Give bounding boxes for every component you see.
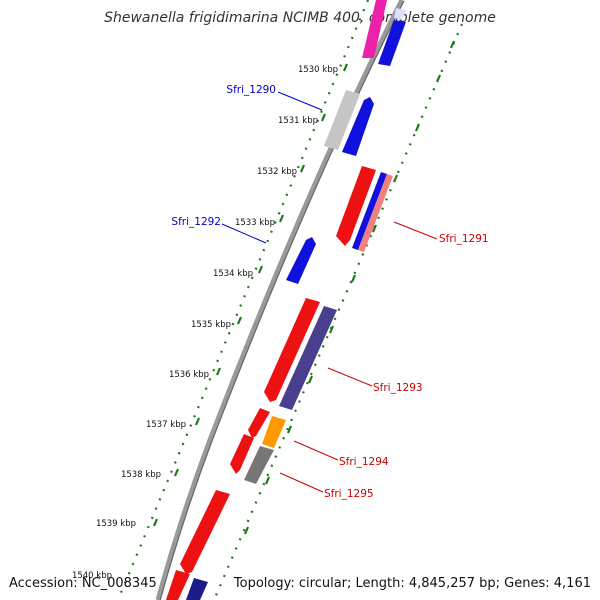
gene-label-sfri-1295[interactable]: Sfri_1295 [324,488,374,500]
tick-label: 1533 kbp [235,218,275,228]
inner-major-ticks [243,40,456,535]
gene-label-sfri-1292[interactable]: Sfri_1292 [171,216,221,228]
outer-ruler-line [116,0,370,600]
genome-backbone-highlight [159,0,405,600]
gene-features [166,0,406,600]
tick-label: 1534 kbp [213,269,253,279]
tick-label: 1537 kbp [146,420,186,430]
gene-arrow-red[interactable] [230,434,254,474]
genome-backbone [155,0,405,600]
gene-arrow-blue[interactable] [352,172,387,250]
gene-arrow-red[interactable] [264,298,320,402]
gene-label-sfri-1290[interactable]: Sfri_1290 [226,84,276,96]
gene-arrow-lightblue[interactable] [394,8,406,20]
gene-arrow-blue[interactable] [378,20,406,66]
gene-arrow-gray[interactable] [324,90,360,150]
gene-arrow-salmon[interactable] [358,174,393,252]
gene-arrow-blue[interactable] [286,237,316,284]
tick-label: 1539 kbp [96,519,136,529]
gene-arrow-darkgray[interactable] [244,446,274,484]
outer-major-ticks [152,63,349,527]
gene-arrow-navy[interactable] [279,306,337,410]
tick-label: 1536 kbp [169,370,209,380]
gene-label-sfri-1294[interactable]: Sfri_1294 [339,456,389,468]
gene-arrow-red[interactable] [180,490,230,574]
label-leaders [221,91,438,493]
tick-label: 1540 kbp [72,571,112,581]
map-title: Shewanella frigidimarina NCIMB 400, comp… [104,10,496,26]
gene-arrow-red[interactable] [336,166,376,246]
gene-label-sfri-1293[interactable]: Sfri_1293 [373,382,423,394]
accession-text: Accession: NC_008345 [9,576,157,591]
gene-label-sfri-1291[interactable]: Sfri_1291 [439,233,489,245]
gene-labels: Sfri_1290 Sfri_1292 Sfri_1291 Sfri_1293 … [171,84,488,500]
gene-arrow-red[interactable] [166,570,190,600]
topology-text: Topology: circular; Length: 4,845,257 bp… [233,576,591,591]
tick-label: 1535 kbp [191,320,231,330]
tick-label: 1532 kbp [257,167,297,177]
tick-label: 1538 kbp [121,470,161,480]
tick-label: 1530 kbp [298,65,338,75]
gene-arrow-orange[interactable] [262,416,286,448]
tick-label: 1531 kbp [278,116,318,126]
tick-labels: 1530 kbp 1531 kbp 1532 kbp 1533 kbp 1534… [72,65,338,581]
gene-arrow-magenta[interactable] [362,0,387,58]
gene-arrow-red[interactable] [248,408,270,438]
gene-arrow-navy[interactable] [186,578,208,600]
gene-arrow-blue[interactable] [342,97,374,156]
